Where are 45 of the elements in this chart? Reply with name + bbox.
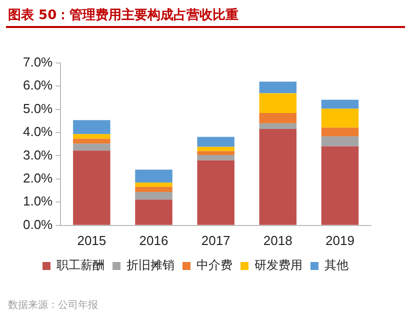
x-tick-label: 2017 <box>201 232 230 248</box>
bar <box>73 138 110 144</box>
bar <box>259 93 297 113</box>
bar <box>73 120 110 134</box>
y-tick-label: 7.0% <box>22 54 54 70</box>
bar <box>197 155 234 160</box>
bar <box>73 150 110 225</box>
legend-label: 折旧摊销 <box>126 258 174 272</box>
bar <box>197 151 234 156</box>
legend-label: 研发费用 <box>254 258 302 272</box>
legend-label: 其他 <box>324 258 348 272</box>
bar <box>259 123 297 129</box>
source-note: 数据来源：公司年报 <box>8 298 98 312</box>
y-tick-label: 4.0% <box>22 124 54 140</box>
bar <box>321 136 359 146</box>
legend-label: 职工薪酬 <box>56 258 104 272</box>
bar <box>135 182 172 187</box>
bar <box>321 108 359 128</box>
bar <box>321 146 359 225</box>
y-tick-label: 2.0% <box>22 170 54 186</box>
bar <box>197 136 234 147</box>
bar <box>135 186 172 192</box>
bar <box>259 129 297 225</box>
bar <box>321 100 359 109</box>
chart-title: 图表 50：管理费用主要构成占营收比重 <box>8 6 239 24</box>
bar <box>321 128 359 136</box>
y-tick-label: 0.0% <box>22 216 54 232</box>
x-tick-label: 2018 <box>263 232 292 248</box>
bar <box>135 170 172 183</box>
x-tick-label: 2019 <box>326 232 354 248</box>
bar <box>73 134 110 139</box>
x-tick-label: 2016 <box>139 232 168 248</box>
bar <box>197 160 234 225</box>
bar <box>259 112 297 124</box>
y-tick-label: 6.0% <box>22 78 54 93</box>
bar <box>73 144 110 151</box>
y-tick-label: 3.0% <box>22 147 54 162</box>
bar <box>259 82 297 94</box>
bar <box>135 200 172 225</box>
y-tick-label: 5.0% <box>22 100 54 116</box>
y-tick-label: 1.0% <box>22 194 54 209</box>
legend-label: 中介费 <box>196 258 232 272</box>
x-tick-label: 2015 <box>77 232 106 248</box>
bar <box>197 146 234 152</box>
bar <box>135 192 172 200</box>
